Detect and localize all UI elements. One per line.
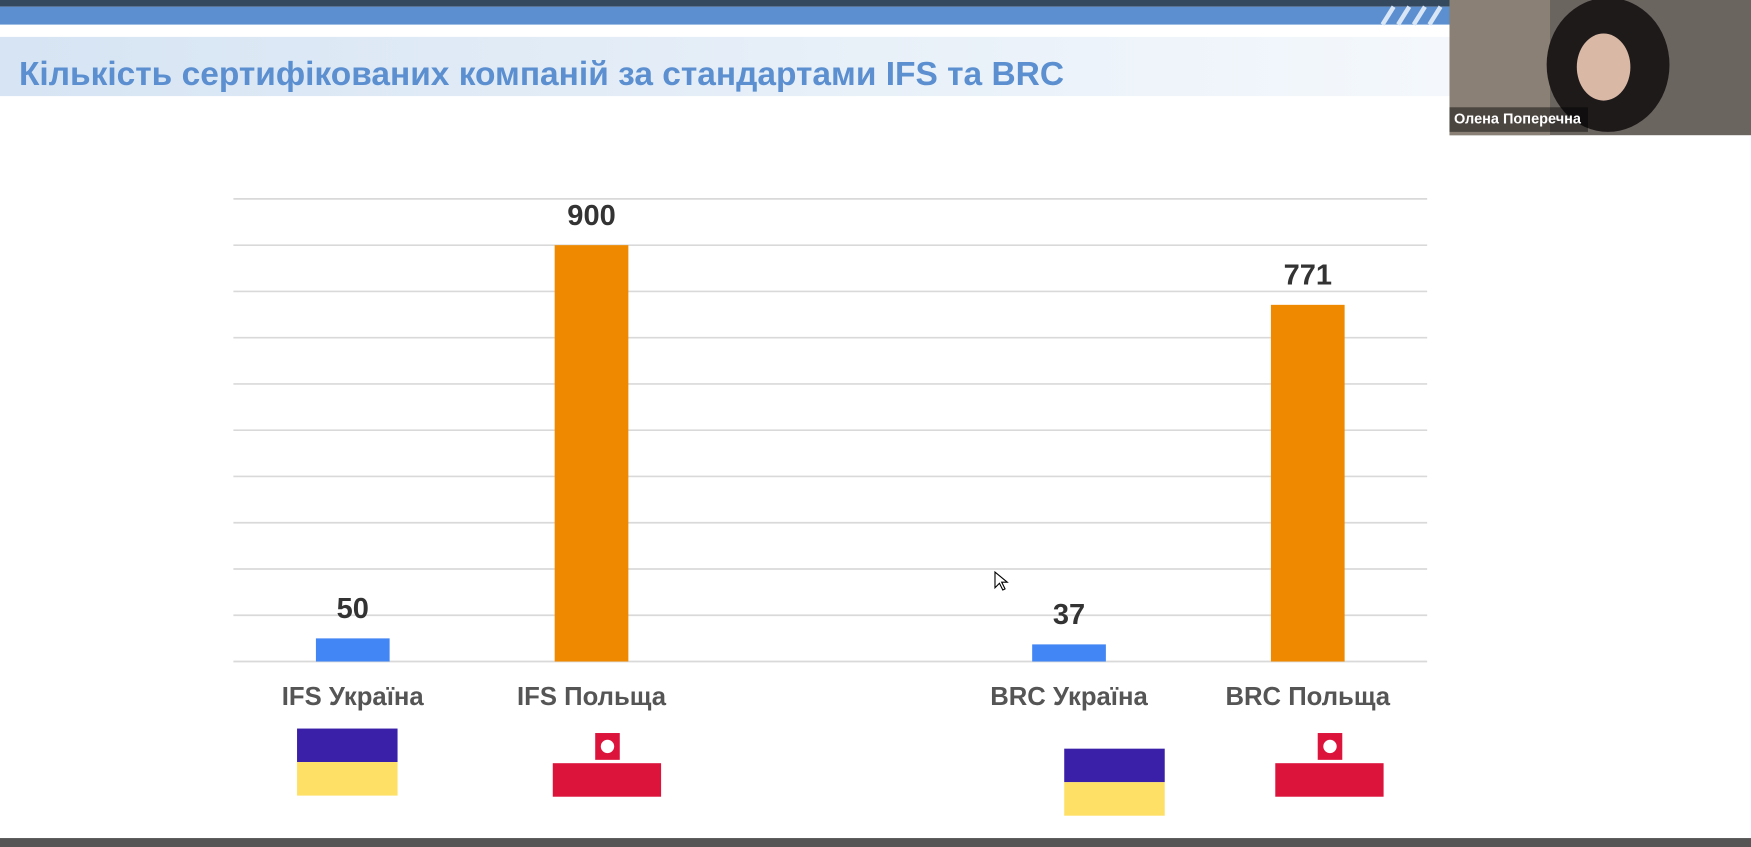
name-badge <box>1449 107 1588 132</box>
bar <box>315 638 390 662</box>
flag-pl-1 <box>552 733 662 797</box>
video-face <box>1576 33 1631 101</box>
value-label: 771 <box>1284 260 1332 292</box>
header-stripes <box>1380 5 1443 26</box>
bar <box>554 245 629 662</box>
flag-ua-1 <box>297 728 398 796</box>
x-tick-label: IFS Україна <box>282 683 425 711</box>
value-label: 50 <box>337 593 369 625</box>
top-strip <box>0 0 1751 7</box>
mouse-cursor <box>994 570 1009 591</box>
chart: IFS Україна 50 IFS Польща 900 BRC Україна 37 B… <box>233 198 1428 711</box>
participant-name: Олена Поперечна <box>1454 111 1582 127</box>
video-background <box>1449 0 1550 136</box>
value-label: 37 <box>1053 599 1085 631</box>
bar <box>1270 304 1345 662</box>
slide-title: Кількість сертифікованих компаній за ста… <box>19 56 1064 93</box>
bottom-bar <box>0 838 1751 847</box>
x-tick-label: BRC Україна <box>990 683 1148 711</box>
title-band <box>0 36 1452 97</box>
flag-ua-2 <box>1064 748 1165 816</box>
flag-pl-2 <box>1275 733 1384 797</box>
header-band <box>0 6 1452 25</box>
x-tick-label: BRC Польща <box>1225 683 1390 711</box>
value-label: 900 <box>567 200 615 232</box>
bar <box>1032 644 1106 662</box>
x-tick-label: IFS Польща <box>517 683 667 711</box>
